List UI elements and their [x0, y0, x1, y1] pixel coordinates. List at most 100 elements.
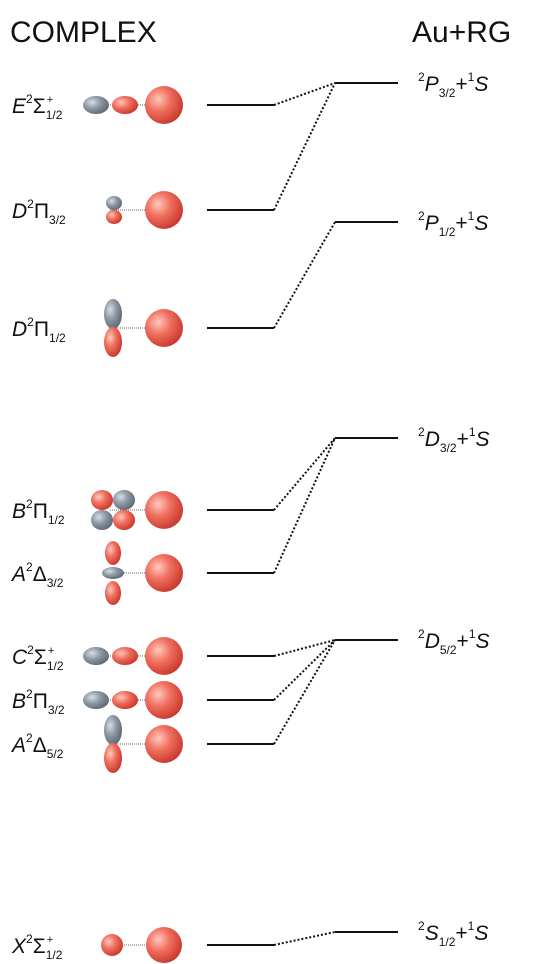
atomic-plus: + — [455, 212, 467, 235]
state-letter: C — [12, 646, 28, 669]
lobe — [106, 196, 122, 210]
atomic-subscript: 1/2 — [439, 935, 456, 949]
right-header: Au+RG — [412, 16, 511, 49]
state-subscript: 1/2 — [49, 331, 66, 345]
atomic-label: 2S1/2+1S — [418, 919, 488, 949]
atomic-letter: S — [474, 212, 488, 235]
lobe — [105, 541, 121, 565]
state-symbol: Σ — [33, 95, 46, 118]
au-atom — [145, 554, 183, 592]
left-header: COMPLEX — [10, 16, 157, 49]
state-label: X2Σ1/2 — [11, 932, 63, 962]
state-letter: D — [12, 318, 27, 341]
lobe — [113, 510, 135, 530]
au-atom — [145, 491, 183, 529]
state-symbol: Δ — [33, 563, 47, 586]
lobe — [83, 96, 109, 114]
state-symbol: Π — [33, 690, 48, 713]
state-symbol: Π — [34, 200, 49, 223]
atomic-letter: S — [476, 630, 490, 653]
au-atom — [145, 191, 183, 229]
atomic-label: 2D5/2+1S — [418, 627, 490, 657]
state-label: E2Σ1/2 — [12, 92, 63, 122]
state-label: D2Π3/2 — [12, 197, 66, 227]
atomic-label: 2P1/2+1S — [418, 209, 488, 239]
state-letter: B — [12, 690, 26, 713]
lobe — [104, 715, 122, 745]
atomic-subscript: 3/2 — [439, 86, 456, 100]
lobe — [104, 743, 122, 773]
atomic-subscript: 1/2 — [439, 225, 456, 239]
lobe — [83, 691, 109, 709]
state-subscript: 1/2 — [46, 108, 63, 122]
lobe — [105, 581, 121, 605]
state-subscript: 1/2 — [46, 948, 63, 962]
state-letter: E — [12, 95, 27, 118]
state-subscript: 3/2 — [47, 576, 64, 590]
atomic-subscript: 5/2 — [440, 643, 457, 657]
atomic-letter: P — [425, 73, 439, 96]
lobe — [101, 934, 123, 956]
diagram: COMPLEX Au+RG E2Σ1/2+D2Π3/2D2Π1/2B2Π1/2A… — [0, 0, 539, 964]
state-label-plus: + — [48, 645, 54, 657]
au-atom — [145, 86, 183, 124]
state-label-plus: + — [47, 934, 53, 946]
state-letter: D — [12, 200, 27, 223]
atomic-letter: S — [474, 73, 488, 96]
atomic-letter: S — [425, 922, 439, 945]
lobe — [104, 327, 122, 357]
state-label: B2Π3/2 — [12, 687, 65, 717]
state-label: A2Δ3/2 — [10, 560, 64, 590]
state-symbol: Π — [33, 500, 48, 523]
atomic-letter: P — [425, 212, 439, 235]
lobe — [113, 490, 135, 510]
atomic-letter: S — [474, 922, 488, 945]
atomic-letter: S — [476, 428, 490, 451]
atomic-label: 2P3/2+1S — [418, 70, 488, 100]
atomic-plus: + — [457, 630, 469, 653]
state-label-plus: + — [47, 94, 53, 106]
au-atom — [145, 681, 183, 719]
state-subscript: 5/2 — [47, 747, 64, 761]
state-subscript: 3/2 — [49, 213, 66, 227]
state-letter: A — [10, 563, 26, 586]
lobe — [91, 490, 113, 510]
lobe — [112, 691, 138, 709]
lobe — [91, 510, 113, 530]
state-symbol: Σ — [33, 935, 46, 958]
lobe — [112, 96, 138, 114]
atomic-subscript: 3/2 — [440, 441, 457, 455]
lobe — [106, 210, 122, 224]
lobe — [112, 647, 138, 665]
atomic-plus: + — [455, 922, 467, 945]
au-atom — [146, 927, 182, 963]
state-symbol: Π — [34, 318, 49, 341]
correlation — [274, 222, 335, 328]
atomic-label: 2D3/2+1S — [418, 425, 490, 455]
correlation — [274, 932, 335, 945]
au-atom — [145, 725, 183, 763]
atomic-letter: D — [425, 630, 440, 653]
state-letter: B — [12, 500, 26, 523]
correlation — [274, 438, 335, 510]
lobe — [104, 299, 122, 329]
atomic-letter: D — [425, 428, 440, 451]
state-symbol: Σ — [34, 646, 47, 669]
state-label: C2Σ1/2 — [12, 643, 64, 673]
state-letter: X — [11, 935, 27, 958]
lobe — [83, 647, 109, 665]
correlation — [274, 438, 335, 573]
atomic-plus: + — [457, 428, 469, 451]
state-label: A2Δ5/2 — [10, 731, 64, 761]
atomic-plus: + — [455, 73, 467, 96]
state-letter: A — [10, 734, 26, 757]
state-label: B2Π1/2 — [12, 497, 65, 527]
au-atom — [145, 309, 183, 347]
state-symbol: Δ — [33, 734, 47, 757]
lobe — [102, 567, 124, 579]
state-subscript: 1/2 — [48, 513, 65, 527]
state-label: D2Π1/2 — [12, 315, 66, 345]
state-subscript: 1/2 — [47, 659, 64, 673]
state-subscript: 3/2 — [48, 703, 65, 717]
au-atom — [145, 637, 183, 675]
